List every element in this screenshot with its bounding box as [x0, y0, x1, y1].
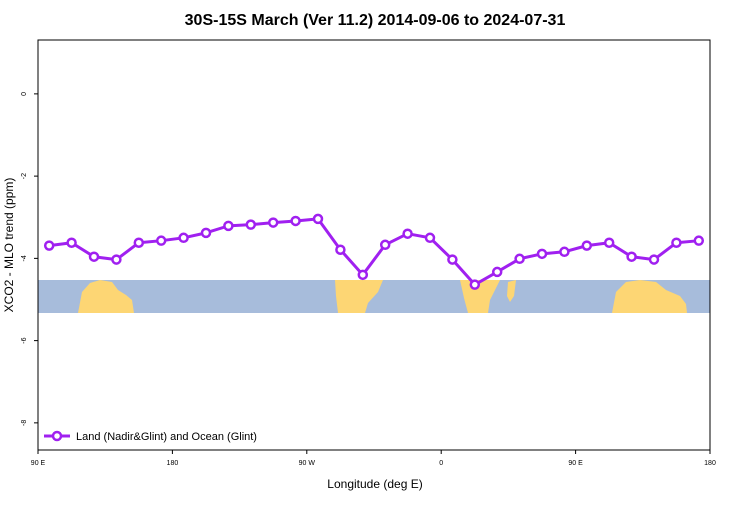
point: [290, 215, 301, 227]
point: [43, 240, 55, 251]
x-tick-label: 90 W: [299, 460, 316, 467]
point: [66, 237, 77, 248]
point: [178, 232, 189, 244]
point: [626, 251, 637, 262]
point: [267, 217, 279, 228]
point: [312, 213, 324, 225]
map-strip: [38, 280, 710, 313]
y-tick-label: 0: [21, 92, 28, 96]
point: [223, 220, 234, 232]
x-tick-label: 0: [439, 460, 443, 467]
point: [559, 246, 570, 258]
x-tick-label: 180: [704, 460, 716, 467]
y-tick-label: -6: [21, 337, 28, 343]
y-tick-label: -4: [21, 255, 28, 261]
legend-marker: [51, 430, 63, 442]
x-tick-label: 90 E: [568, 460, 583, 467]
point: [648, 254, 660, 265]
point: [693, 235, 705, 246]
chart-title: 30S-15S March (Ver 11.2) 2014-09-06 to 2…: [185, 12, 566, 29]
point: [88, 251, 100, 262]
point: [379, 239, 391, 251]
point: [200, 227, 212, 239]
point: [581, 240, 593, 251]
point: [357, 269, 369, 281]
point: [514, 253, 525, 265]
y-tick-label: -2: [21, 173, 28, 179]
y-axis-label: XCO2 - MLO trend (ppm): [2, 178, 16, 313]
legend-label: Land (Nadir&Glint) and Ocean (Glint): [76, 431, 257, 443]
point: [155, 235, 167, 246]
point: [603, 237, 615, 248]
point: [111, 254, 122, 265]
point: [671, 237, 682, 248]
point: [469, 279, 481, 290]
point: [491, 266, 503, 278]
x-tick-label: 90 E: [31, 460, 46, 467]
series-line: [49, 217, 699, 287]
point: [402, 228, 413, 239]
point: [536, 248, 548, 260]
point: [447, 254, 458, 265]
point: [335, 244, 346, 255]
point: [245, 219, 257, 230]
y-tick-label: -8: [21, 420, 28, 426]
x-tick-label: 180: [167, 460, 179, 467]
point: [133, 237, 145, 248]
point: [424, 232, 436, 244]
x-axis-label: Longitude (deg E): [327, 477, 422, 491]
plot-frame: [37, 39, 711, 451]
